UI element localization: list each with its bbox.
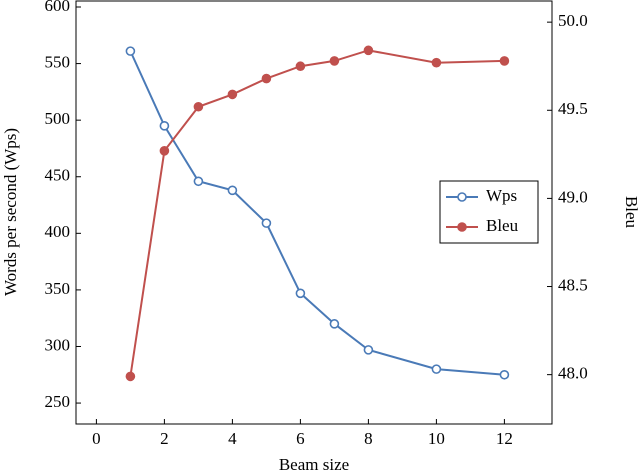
point [329, 319, 340, 329]
legend-label: Wps [486, 186, 517, 205]
y-axis-label: Words per second (Wps) [1, 128, 20, 296]
y-tick-label: 600 [45, 0, 71, 15]
legend-marker [457, 222, 467, 232]
y-tick-label: 450 [45, 166, 71, 185]
point [125, 371, 136, 382]
x-axis-label: Beam size [279, 455, 349, 474]
y2-tick-label: 49.5 [558, 99, 588, 118]
y-tick-label: 300 [45, 335, 71, 354]
point [261, 73, 272, 84]
legend-label: Bleu [486, 216, 519, 235]
y2-tick-label: 48.0 [558, 364, 588, 383]
x-tick-label: 8 [364, 429, 373, 448]
point [363, 345, 374, 355]
x-tick-label: 4 [228, 429, 237, 448]
x-tick-label: 6 [296, 429, 305, 448]
point [227, 185, 238, 196]
y-tick-label: 250 [45, 392, 71, 411]
series-line [129, 49, 505, 377]
point [329, 56, 340, 66]
point [295, 288, 306, 299]
point [363, 45, 374, 56]
plot-frame [75, 0, 553, 425]
y-tick-label: 500 [45, 109, 71, 128]
x-tick-label: 10 [428, 429, 445, 448]
y-tick-label: 350 [45, 279, 71, 298]
x-tick-label: 2 [160, 429, 169, 448]
point [431, 364, 442, 374]
series-line [129, 50, 505, 376]
y2-tick-label: 49.0 [558, 187, 588, 206]
point [261, 218, 272, 228]
point [125, 46, 136, 56]
y-tick-label: 400 [45, 222, 71, 241]
y2-axis-label: Bleu [622, 196, 640, 229]
point [499, 56, 510, 66]
point [193, 176, 204, 187]
y-tick-label: 550 [45, 52, 71, 71]
x-tick-label: 0 [92, 429, 101, 448]
legend-marker [457, 192, 467, 202]
legend-box [439, 180, 539, 244]
y2-tick-label: 48.5 [558, 275, 588, 294]
point [227, 89, 238, 100]
point [159, 121, 170, 131]
y2-tick-label: 50.0 [558, 11, 588, 30]
point [159, 146, 170, 156]
point [193, 101, 204, 112]
point [499, 369, 510, 380]
point [295, 61, 306, 72]
point [431, 57, 442, 68]
x-tick-label: 12 [496, 429, 513, 448]
